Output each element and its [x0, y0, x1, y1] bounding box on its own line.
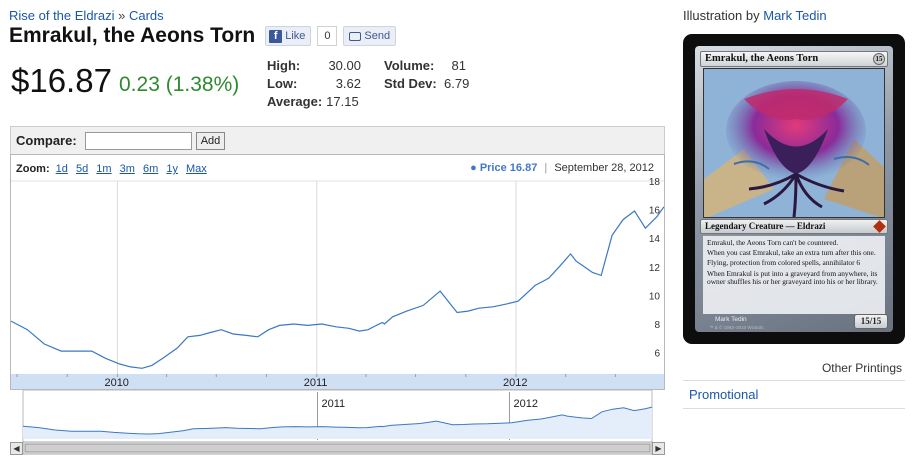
average-label: Average: — [267, 94, 323, 109]
compare-label: Compare: — [16, 133, 77, 148]
card-rule: When you cast Emrakul, take an extra tur… — [707, 248, 876, 258]
card-mana-cost: 15 — [873, 53, 885, 65]
zoom-3m[interactable]: 3m — [119, 163, 135, 175]
breadcrumb-separator: » — [118, 8, 126, 23]
low-value: 3.62 — [335, 76, 361, 91]
illustration-credit: Illustration by Mark Tedin — [683, 8, 827, 23]
send-icon — [349, 31, 362, 41]
x-tick-label: 2012 — [503, 377, 527, 389]
stats-column-1: High: 30.00 Low: 3.62 Average: 17.15 — [267, 58, 361, 112]
zoom-controls: Zoom: 1d 5d 1m 3m 6m 1y Max — [16, 163, 212, 175]
chart-navigator[interactable]: 2011 2012 ◀ ▶ — [10, 390, 665, 455]
printings-divider-top — [683, 380, 905, 381]
low-label: Low: — [267, 76, 298, 91]
send-label: Send — [364, 30, 391, 42]
card-art-illustration — [704, 69, 884, 217]
card-rules-text: Emrakul, the Aeons Torn can't be counter… — [703, 236, 885, 314]
legend-dot-icon: ● — [470, 162, 477, 174]
y-tick-label: 14 — [649, 234, 661, 245]
price-chart: Zoom: 1d 5d 1m 3m 6m 1y Max ● Price 16.8… — [10, 154, 665, 390]
y-tick-label: 12 — [649, 263, 661, 274]
high-label: High: — [267, 58, 301, 73]
compare-input[interactable] — [84, 131, 192, 150]
like-label: Like — [285, 30, 306, 42]
facebook-send-button[interactable]: Send — [343, 26, 397, 46]
facebook-like-button[interactable]: f Like — [265, 26, 312, 46]
legend-separator: | — [544, 162, 548, 174]
card-type-line: Legendary Creature — Eldrazi — [705, 221, 826, 231]
page-title: Emrakul, the Aeons Torn — [9, 24, 256, 47]
main-chart-svg[interactable]: 6 8 10 12 14 16 18 2010 2011 2012 — [11, 155, 664, 389]
high-value: 30.00 — [328, 58, 361, 73]
breadcrumb-set-link[interactable]: Rise of the Eldrazi — [9, 8, 115, 23]
volume-label: Volume: — [384, 58, 435, 73]
zoom-6m[interactable]: 6m — [142, 163, 159, 175]
title-row: Emrakul, the Aeons Torn f Like 0 Send — [9, 24, 397, 48]
average-value: 17.15 — [326, 94, 359, 109]
legend-series-value: 16.87 — [509, 162, 538, 174]
illustration-prefix: Illustration — [683, 8, 743, 23]
printing-link-promotional[interactable]: Promotional — [689, 387, 759, 402]
legend-date: September 28, 2012 — [554, 162, 654, 174]
zoom-label: Zoom: — [16, 163, 50, 175]
y-tick-label: 8 — [654, 320, 660, 331]
card-frame: Emrakul, the Aeons Torn 15 — [695, 46, 893, 332]
zoom-5d[interactable]: 5d — [75, 163, 89, 175]
card-power-toughness: 15/15 — [854, 314, 888, 329]
x-axis-band — [11, 374, 664, 389]
x-tick-label: 2010 — [104, 377, 128, 389]
navigator-scrollbar-thumb — [24, 443, 651, 453]
other-printings-heading: Other Printings — [821, 361, 902, 375]
compare-add-button[interactable]: Add — [195, 131, 226, 150]
price-change: 0.23 (1.38%) — [119, 73, 240, 96]
set-symbol-icon — [873, 220, 886, 233]
card-image: Emrakul, the Aeons Torn 15 — [683, 34, 905, 344]
artist-link[interactable]: Mark Tedin — [763, 8, 827, 23]
nav-year-label: 2011 — [322, 398, 346, 410]
card-rule: When Emrakul is put into a graveyard fro… — [707, 268, 878, 286]
card-artist-credit: Mark Tedin — [715, 316, 747, 323]
illustration-by: by — [745, 8, 760, 23]
card-name: Emrakul, the Aeons Torn — [705, 53, 819, 64]
stddev-value: 6.79 — [444, 76, 470, 91]
printings-divider-bottom — [683, 408, 905, 409]
card-name-bar: Emrakul, the Aeons Torn 15 — [700, 51, 888, 67]
card-copyright: ™ & © 1993–2010 Wizards — [709, 325, 764, 330]
scroll-right-arrow[interactable]: ▶ — [652, 442, 665, 455]
nav-year-label: 2012 — [513, 398, 537, 410]
card-type-bar: Legendary Creature — Eldrazi — [700, 219, 888, 234]
navigator-line — [22, 406, 653, 435]
y-tick-label: 18 — [649, 177, 661, 188]
navigator-area — [23, 407, 652, 439]
compare-bar: Compare: Add — [10, 126, 665, 154]
y-tick-label: 6 — [654, 349, 660, 360]
stddev-label: Std Dev: — [384, 76, 437, 91]
card-rule: Flying, protection from colored spells, … — [707, 258, 861, 268]
card-rule: Emrakul, the Aeons Torn can't be counter… — [707, 238, 839, 247]
zoom-1d[interactable]: 1d — [55, 163, 68, 175]
zoom-1m[interactable]: 1m — [96, 163, 112, 175]
volume-value: 81 — [451, 58, 466, 73]
like-count: 0 — [317, 26, 338, 46]
y-tick-label: 16 — [649, 206, 661, 217]
stats-column-2: Volume: 81 Std Dev: 6.79 — [384, 58, 470, 94]
zoom-1y[interactable]: 1y — [166, 163, 178, 175]
scroll-left-arrow[interactable]: ◀ — [10, 442, 23, 455]
x-tick-label: 2011 — [304, 377, 328, 389]
y-tick-label: 10 — [649, 291, 661, 302]
chart-legend: ● Price 16.87 | September 28, 2012 — [470, 162, 654, 174]
price-series-line — [11, 206, 664, 369]
legend-series-label: Price — [479, 162, 507, 174]
card-art — [703, 68, 885, 218]
current-price: $16.87 — [11, 62, 112, 99]
facebook-icon: f — [269, 29, 283, 43]
zoom-max[interactable]: Max — [186, 163, 207, 175]
navigator-svg[interactable]: 2011 2012 — [10, 390, 665, 455]
breadcrumb-cards-link[interactable]: Cards — [128, 8, 164, 23]
breadcrumb: Rise of the Eldrazi » Cards — [9, 8, 164, 23]
